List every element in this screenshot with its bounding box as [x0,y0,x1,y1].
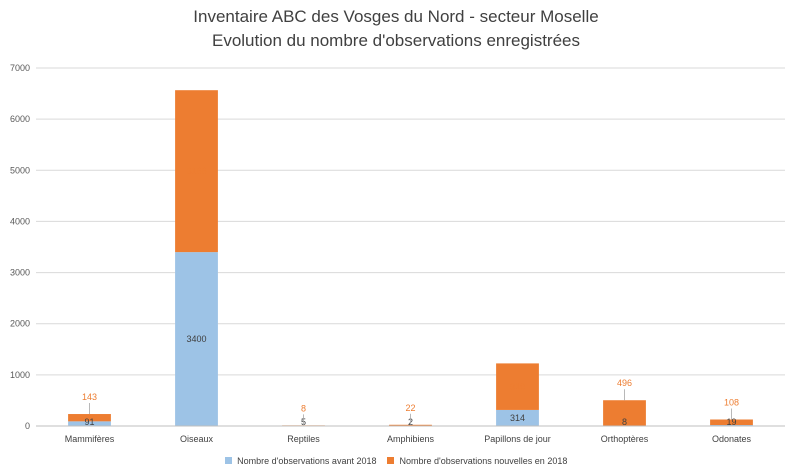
y-tick-label: 0 [25,421,30,431]
bar-avant [496,409,539,426]
legend-swatch-nouvelles [387,457,394,464]
bar-avant [68,421,111,426]
bar-nouvelles [603,400,646,426]
y-tick-label: 7000 [10,63,30,73]
data-label-nouvelles: 8 [301,403,306,413]
x-tick-label: Mammifères [65,434,115,444]
bar-nouvelles [389,424,432,426]
y-tick-label: 1000 [10,370,30,380]
y-tick-label: 3000 [10,268,30,278]
data-label-avant: 314 [510,413,525,423]
data-label-nouvelles: 22 [405,403,415,413]
data-label-avant: 8 [622,417,627,427]
legend-item-nouvelles: Nombre d'observations nouvelles en 2018 [387,456,567,466]
chart-legend: Nombre d'observations avant 2018 Nombre … [0,456,792,466]
data-label-avant: 3400 [186,334,206,344]
bar-nouvelles [68,414,111,422]
y-tick-label: 2000 [10,319,30,329]
bar-avant [175,252,218,426]
y-tick-label: 6000 [10,114,30,124]
data-label-avant: 19 [726,417,736,427]
data-label-nouvelles: 143 [82,392,97,402]
x-tick-label: Amphibiens [387,434,435,444]
legend-swatch-avant [224,457,232,464]
x-tick-label: Reptiles [287,434,320,444]
bar-nouvelles [175,90,218,253]
x-tick-label: Odonates [712,434,752,444]
y-tick-label: 5000 [10,165,30,175]
data-label-nouvelles: 108 [724,398,739,408]
chart-title: Inventaire ABC des Vosges du Nord - sect… [193,7,599,26]
chart-subtitle: Evolution du nombre d'observations enreg… [211,31,580,50]
x-tick-label: Orthoptères [601,434,649,444]
data-label-nouvelles: 496 [617,378,632,388]
data-label-avant: 91 [84,417,94,427]
data-label-nouvelles: 910 [510,382,525,392]
x-tick-label: Papillons de jour [484,434,551,444]
bar-nouvelles [710,419,753,426]
data-label-nouvelles: 3166 [186,166,206,176]
y-tick-label: 4000 [10,216,30,226]
bar-nouvelles [496,363,539,410]
legend-label-nouvelles: Nombre d'observations nouvelles en 2018 [399,456,568,466]
legend-label-avant: Nombre d'observations avant 2018 [237,456,377,466]
legend-item-avant: Nombre d'observations avant 2018 [224,456,377,466]
x-tick-label: Oiseaux [180,434,214,444]
